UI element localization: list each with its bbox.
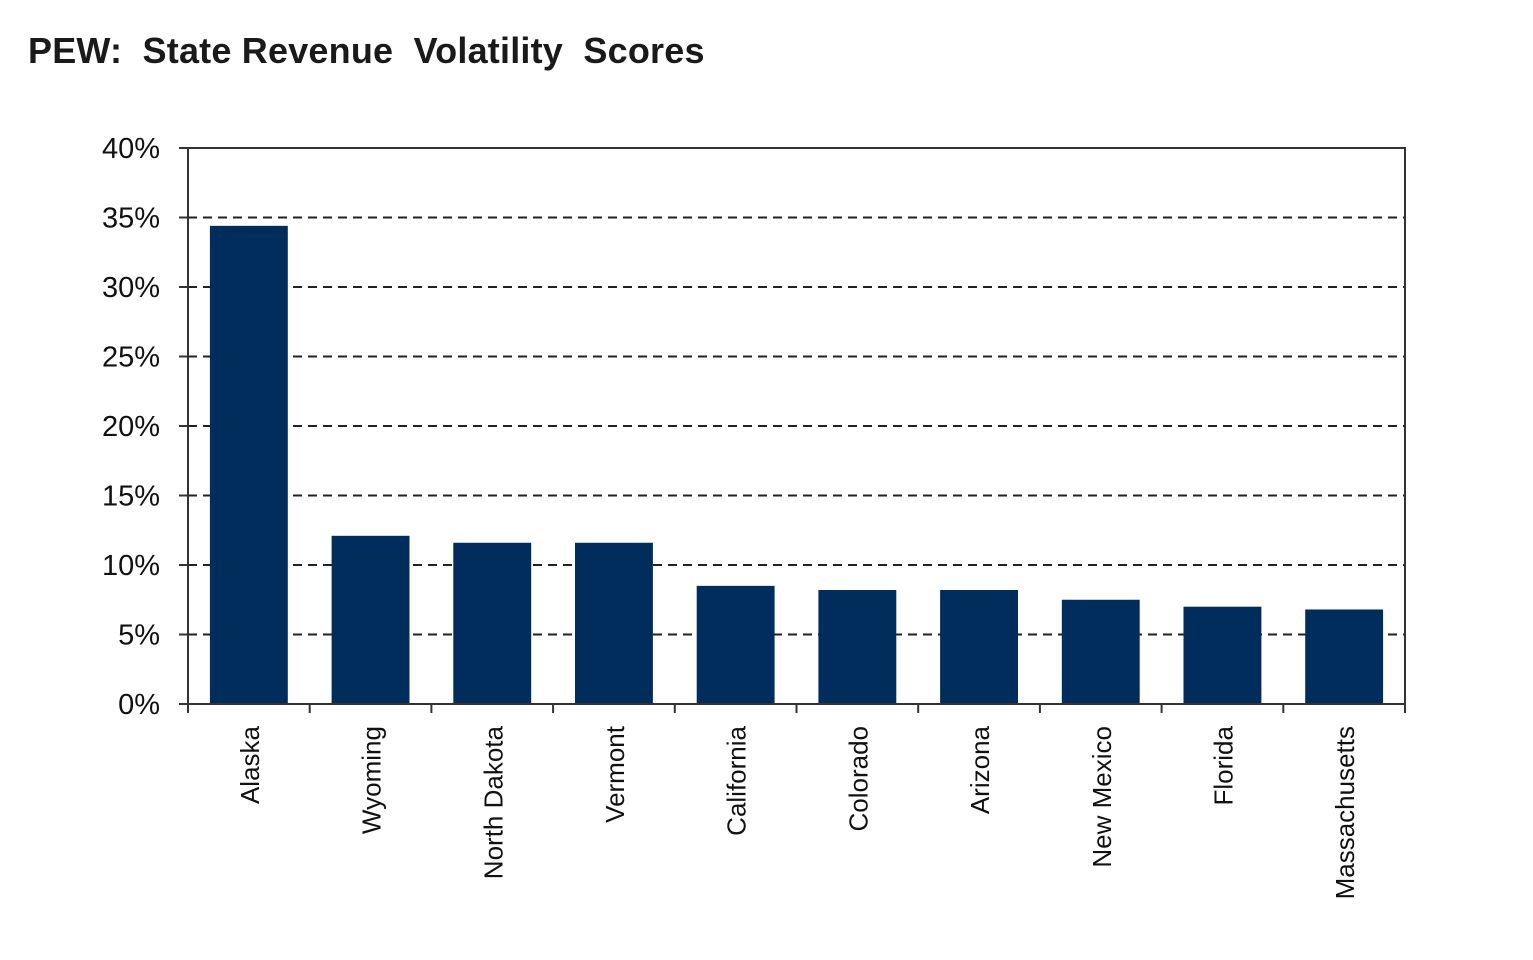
bar-california [696,585,775,704]
y-tick-label: 15% [102,481,160,513]
bar-arizona [940,590,1018,704]
y-tick-label: 30% [102,272,160,304]
x-tick-label: North Dakota [478,725,508,879]
x-tick-label: California [722,725,752,835]
x-tick-label: Alaska [235,725,265,804]
y-tick-label: 0% [118,689,160,721]
x-tick-label: Vermont [600,725,630,823]
chart-title: PEW: State Revenue Volatility Scores [28,30,705,71]
bar-alaska [209,225,288,704]
x-tick-label: Arizona [965,725,995,814]
bar-massachusetts [1305,609,1384,704]
x-tick-label: Wyoming [357,726,387,834]
x-tick-label: Massachusetts [1330,726,1360,899]
y-tick-label: 5% [118,620,160,652]
bar-north-dakota [453,542,532,704]
axes [179,147,1406,713]
x-tick-label: New Mexico [1087,726,1117,868]
y-tick-label: 10% [102,550,160,582]
bar-new-mexico [1061,599,1140,704]
bars [209,225,1384,704]
bar-vermont [575,542,653,704]
x-tick-label: Colorado [843,726,873,832]
y-tick-label: 40% [102,133,160,165]
bar-wyoming [331,535,410,704]
x-tick-label: Florida [1208,725,1238,805]
bar-colorado [818,590,897,704]
y-tick-label: 35% [102,203,160,235]
y-tick-labels: 0% 5% 10% 15% 20% 25% 30% 35% 40% [102,133,160,721]
y-tick-label: 25% [102,342,160,374]
bar-florida [1183,606,1262,704]
x-tick-labels: Alaska Wyoming North Dakota Vermont Californ… [235,725,1360,899]
gridlines [188,216,1405,636]
y-tick-label: 20% [102,411,160,443]
